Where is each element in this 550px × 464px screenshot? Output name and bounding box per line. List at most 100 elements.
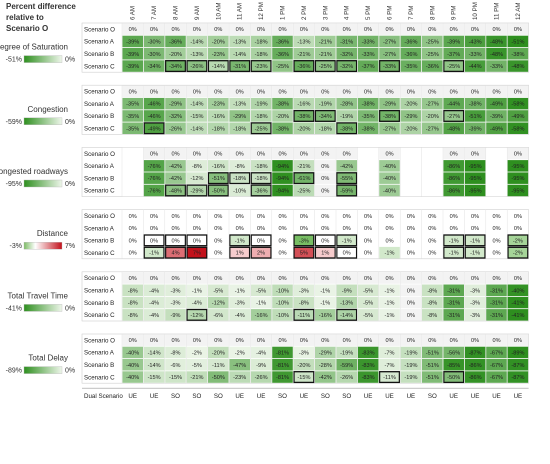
heatmap-cell [293, 346, 315, 359]
cell-value: 0% [407, 238, 415, 244]
heatmap-cell [336, 184, 357, 197]
cell-value: -8% [128, 313, 138, 319]
heatmap-cell [208, 346, 229, 359]
heatmap-cell [122, 60, 143, 72]
heatmap-cell [272, 147, 293, 160]
cell-value: -34% [148, 64, 161, 70]
cell-value: -41% [511, 301, 524, 307]
heatmap-cell [208, 110, 229, 122]
cell-value: 0% [364, 27, 372, 33]
cell-value: 0% [514, 338, 522, 344]
row-label: Scenario B [84, 175, 114, 182]
heatmap-cell [400, 172, 422, 184]
heatmap-cell [486, 309, 507, 321]
heatmap-cell [336, 334, 357, 346]
heatmap-cell [250, 334, 272, 346]
cell-value: -61% [297, 176, 310, 182]
cell-value: -56% [447, 350, 460, 356]
heatmap-cell [464, 60, 486, 72]
highlight-box [293, 60, 315, 73]
cell-value: -1% [385, 288, 395, 294]
heatmap-cell [379, 23, 400, 35]
heatmap-cell [357, 246, 379, 259]
heatmap-cell [464, 359, 486, 371]
heatmap-cell [379, 97, 400, 110]
cell-value: 0% [514, 226, 522, 232]
cell-value: -81% [276, 375, 289, 381]
column-header: 6 AM [130, 6, 137, 20]
heatmap-cell [229, 172, 250, 184]
cell-value: 0% [278, 251, 286, 257]
cell-value: -11% [383, 375, 396, 381]
panel-title: Total Delay [28, 354, 68, 363]
heatmap-cell [272, 110, 293, 122]
cell-value: -8% [235, 164, 245, 170]
cell-value: -19% [255, 102, 268, 108]
cell-value: 0% [300, 276, 308, 282]
cell-value: -1% [235, 238, 245, 244]
header-title-line-2: relative to [6, 13, 44, 22]
cell-value: -67% [490, 350, 503, 356]
cell-value: 0% [364, 226, 372, 232]
cell-value: -16% [255, 313, 268, 319]
heatmap-cell [315, 210, 336, 222]
heatmap-cell [272, 296, 293, 309]
cell-value: 0% [193, 226, 201, 232]
heatmap-cell [143, 23, 165, 35]
cell-value: -4% [149, 301, 159, 307]
heatmap-cell [486, 35, 507, 48]
heatmap-cell [165, 234, 186, 247]
cell-value: 0% [450, 276, 458, 282]
cell-value: -38% [276, 102, 289, 108]
footer-value: SO [342, 393, 351, 400]
heatmap-cell [250, 110, 272, 122]
cell-value: 0% [514, 27, 522, 33]
heatmap-cell [336, 272, 357, 284]
heatmap-cell [486, 172, 507, 184]
column-header: 9 PM [451, 6, 458, 20]
cell-value: 0% [129, 276, 137, 282]
cell-value: -26% [340, 375, 353, 381]
cell-value: -87% [511, 363, 524, 369]
heatmap-cell [229, 346, 250, 359]
column-header: 3 PM [322, 6, 329, 20]
heatmap-cell [357, 97, 379, 110]
cell-value: -18% [319, 126, 332, 132]
cell-value: 0% [492, 238, 500, 244]
heatmap-cell [315, 122, 336, 134]
cell-value: -23% [212, 52, 225, 58]
heatmap-cell [336, 296, 357, 309]
heatmap-cell [379, 284, 400, 296]
cell-value: 0% [407, 301, 415, 307]
cell-value: 0% [214, 89, 222, 95]
cell-value: 0% [343, 152, 351, 158]
heatmap-cell [379, 371, 400, 383]
heatmap-cell [443, 371, 464, 383]
cell-value: -16% [297, 102, 310, 108]
cell-value: -44% [447, 102, 460, 108]
cell-value: -19% [404, 350, 417, 356]
cell-value: -32% [340, 52, 353, 58]
heatmap-cell [250, 184, 272, 197]
heatmap-cell [229, 184, 250, 197]
cell-value: 0% [364, 251, 372, 257]
row-label: Scenario C [84, 250, 115, 257]
row-label: Scenario C [84, 188, 115, 195]
heatmap-cell [250, 48, 272, 60]
cell-value: -95% [469, 164, 482, 170]
cell-value: -8% [299, 301, 309, 307]
cell-value: 0% [171, 214, 179, 220]
cell-value: 0% [450, 152, 458, 158]
cell-value: -25% [319, 64, 332, 70]
cell-value: -12% [190, 313, 203, 319]
heatmap-cell [293, 359, 315, 371]
cell-value: 0% [171, 238, 179, 244]
heatmap-cell [486, 359, 507, 371]
cell-value: -13% [190, 52, 203, 58]
row-label: Scenario O [84, 275, 115, 282]
heatmap-cell [293, 234, 315, 247]
heatmap-cell [122, 246, 143, 259]
heatmap-cell [143, 60, 165, 72]
heatmap-panel: Scenario O 0% 0% 0% 0% 0% 0% 0% 0% 0% 0% 0% 0% 0% 0% 0%… [6, 84, 529, 135]
heatmap-cell [443, 97, 464, 110]
